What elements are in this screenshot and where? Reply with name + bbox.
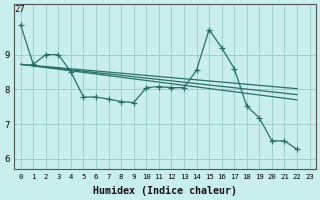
Text: 27: 27 <box>14 5 25 14</box>
X-axis label: Humidex (Indice chaleur): Humidex (Indice chaleur) <box>93 186 237 196</box>
